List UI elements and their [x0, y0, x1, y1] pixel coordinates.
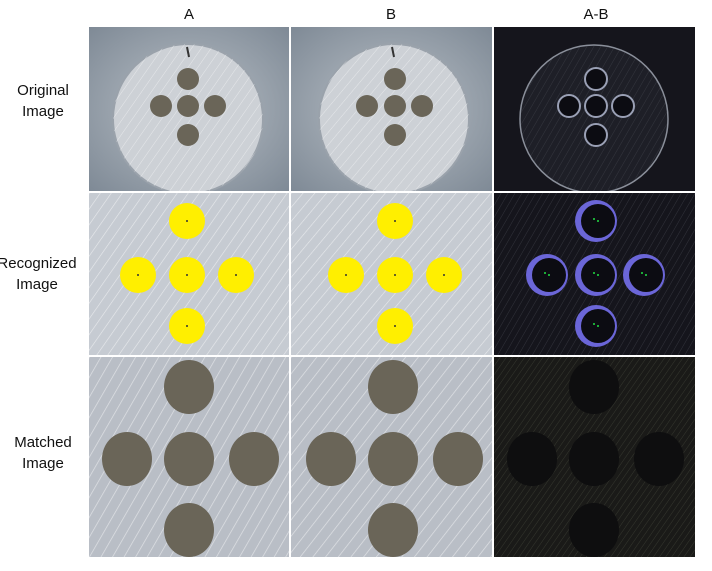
column-header-a-minus-b: A-B	[583, 6, 609, 23]
recognized-image-b	[291, 193, 492, 355]
row-label-matched-line1: Matched	[14, 434, 72, 451]
row-label-matched: Matched Image	[0, 432, 86, 474]
original-image-a	[89, 27, 289, 191]
matched-image-a	[89, 357, 289, 557]
row-label-original-line1: Original	[17, 82, 69, 99]
recognized-image-diff	[494, 193, 695, 355]
row-label-recognized: Recognized Image	[0, 253, 80, 295]
row-label-recognized-line1: Recognized	[0, 255, 77, 272]
row-label-matched-line2: Image	[22, 455, 64, 472]
row-label-original-line2: Image	[22, 103, 64, 120]
original-image-diff	[494, 27, 695, 191]
column-header-b: B	[385, 6, 396, 23]
row-label-original: Original Image	[0, 80, 86, 122]
recognized-image-a	[89, 193, 289, 355]
original-image-b	[291, 27, 492, 191]
column-header-a: A	[183, 6, 194, 23]
matched-image-diff	[494, 357, 695, 557]
row-label-recognized-line2: Image	[16, 276, 58, 293]
matched-image-b	[291, 357, 492, 557]
